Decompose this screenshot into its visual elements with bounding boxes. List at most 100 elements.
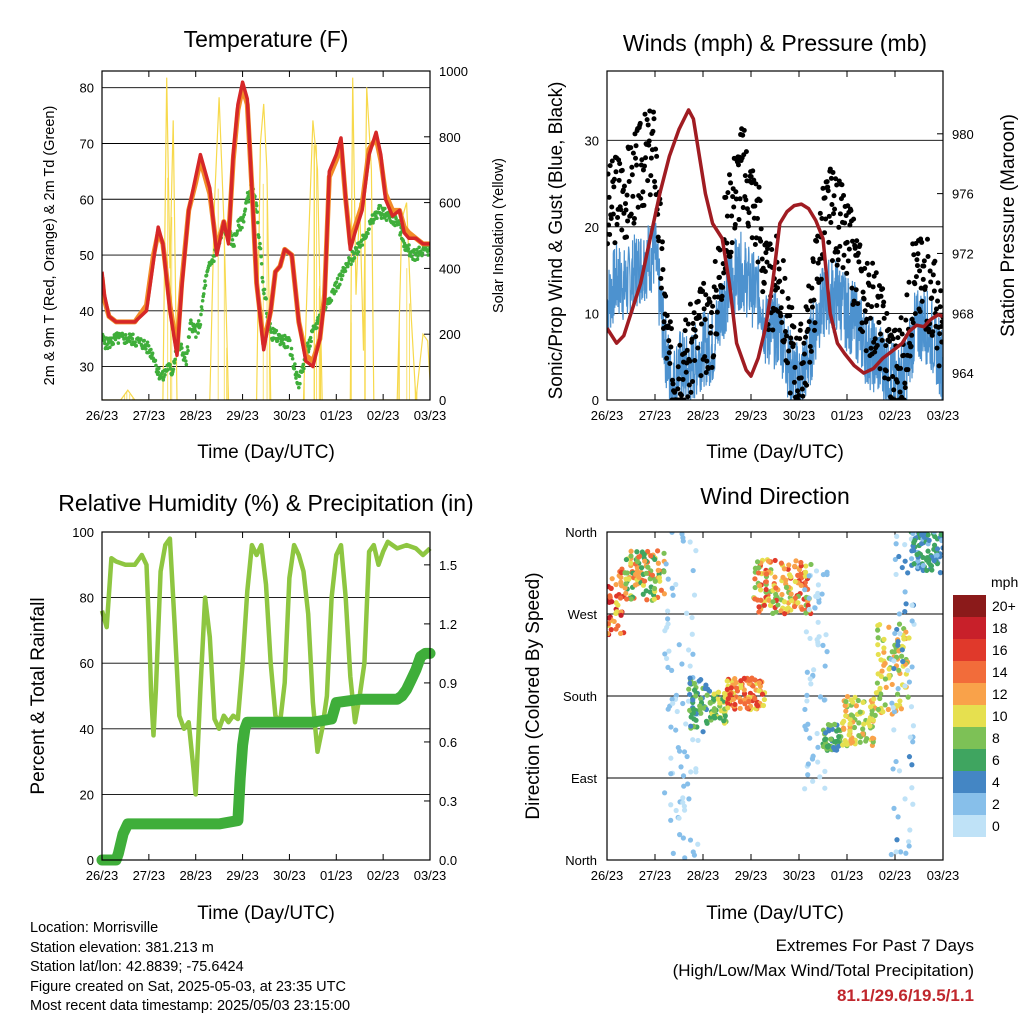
- direction-point: [810, 778, 816, 784]
- gust-point: [780, 258, 786, 264]
- pressure-series: [607, 108, 943, 378]
- direction-point: [783, 584, 790, 591]
- gust-point: [824, 179, 830, 185]
- dewpoint-point: [116, 341, 121, 345]
- direction-point: [680, 835, 686, 841]
- direction-point: [860, 699, 866, 706]
- direction-point: [759, 691, 766, 697]
- dewpoint-point: [186, 348, 190, 353]
- dewpoint-point: [379, 216, 384, 220]
- gust-point: [792, 364, 798, 370]
- direction-point: [715, 696, 721, 702]
- temp-2m-series: [102, 80, 430, 369]
- y2-tick-label: 1.2: [439, 617, 457, 632]
- chart-title: Wind Direction: [700, 483, 850, 509]
- y-tick-label: 100: [72, 525, 94, 540]
- direction-point: [883, 684, 889, 691]
- gust-point: [805, 307, 811, 313]
- wind-series: [607, 221, 943, 400]
- direction-point: [802, 573, 809, 579]
- dewpoint-point: [191, 322, 196, 327]
- gust-point: [779, 289, 785, 295]
- direction-point: [910, 801, 916, 807]
- direction-point: [782, 611, 788, 617]
- gust-point: [919, 239, 925, 245]
- dewpoint-point: [378, 204, 383, 208]
- direction-point: [793, 558, 799, 564]
- direction-point: [915, 558, 921, 564]
- direction-point: [679, 532, 685, 537]
- direction-point: [905, 694, 911, 700]
- colorbar-level: 0: [992, 818, 1000, 834]
- y2-tick-label: 964: [952, 366, 974, 381]
- gust-point: [684, 347, 690, 353]
- data-timestamp: Most recent data timestamp: 2025/05/03 2…: [30, 998, 351, 1015]
- gust-point: [663, 293, 669, 299]
- direction-point: [938, 537, 943, 544]
- direction-point: [632, 571, 639, 577]
- y-axis-label: Percent & Total Rainfall: [28, 597, 49, 794]
- gust-point: [728, 249, 734, 255]
- dewpoint-point: [259, 254, 263, 259]
- direction-point: [893, 758, 899, 765]
- direction-point: [681, 807, 688, 813]
- dewpoint-point: [345, 264, 350, 269]
- dewpoint-point: [199, 305, 204, 309]
- gust-point: [797, 336, 803, 342]
- gust-point: [752, 241, 758, 247]
- gust-point: [677, 342, 683, 348]
- direction-point: [607, 621, 611, 627]
- gust-point: [872, 336, 878, 342]
- y-tick-label: North: [565, 525, 597, 540]
- gust-point: [928, 279, 934, 285]
- dewpoint-point: [367, 227, 371, 231]
- gust-point: [848, 208, 854, 214]
- direction-point: [778, 608, 784, 614]
- direction-point: [902, 589, 908, 595]
- colorbar-swatch: [953, 815, 986, 837]
- direction-point: [792, 578, 798, 585]
- direction-point: [803, 563, 809, 569]
- direction-point: [889, 700, 895, 706]
- dewpoint-point: [261, 280, 265, 284]
- dewpoint-point: [138, 337, 143, 341]
- y2-tick-label: 972: [952, 246, 974, 261]
- dewpoint-point: [232, 244, 236, 248]
- gust-point: [836, 224, 842, 230]
- gust-point: [630, 193, 636, 199]
- gust-point: [807, 359, 813, 365]
- gust-point: [607, 232, 613, 238]
- y-tick-label: 50: [80, 248, 94, 263]
- colorbar-level: 2: [992, 796, 1000, 812]
- gust-point: [709, 364, 715, 370]
- gust-point: [886, 326, 892, 332]
- direction-point: [674, 708, 680, 715]
- gust-point: [678, 392, 684, 398]
- gust-point: [914, 263, 920, 269]
- gust-point: [937, 331, 943, 337]
- direction-point: [870, 717, 876, 723]
- direction-point: [886, 666, 892, 672]
- gust-point: [804, 382, 810, 388]
- gust-point: [874, 343, 880, 349]
- y-tick-label: 10: [585, 306, 599, 321]
- gust-point: [732, 221, 738, 227]
- gust-point: [826, 213, 832, 219]
- gust-point: [761, 280, 767, 286]
- gust-point: [837, 211, 843, 217]
- gust-point: [709, 310, 715, 316]
- direction-point: [931, 532, 937, 535]
- gust-point: [855, 250, 861, 256]
- direction-point: [875, 651, 881, 658]
- gust-point: [890, 336, 896, 342]
- dewpoint-point: [165, 367, 170, 372]
- gust-point: [746, 223, 752, 229]
- direction-point: [681, 783, 687, 789]
- dewpoint-point: [196, 331, 200, 335]
- gust-point: [633, 155, 639, 161]
- x-tick-label: 01/23: [320, 868, 353, 883]
- gust-point: [837, 243, 843, 249]
- x-axis-label: Time (Day/UTC): [706, 442, 844, 463]
- gust-point: [691, 310, 697, 316]
- direction-point: [686, 796, 692, 802]
